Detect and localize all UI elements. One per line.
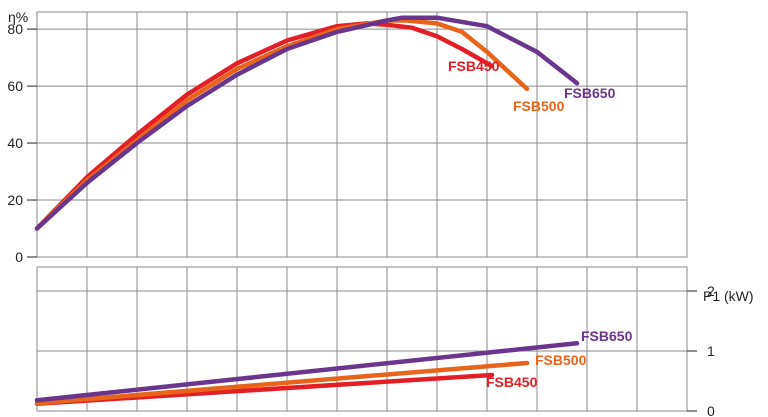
efficiency-label-fsb500: FSB500 (513, 98, 565, 114)
power-label-fsb450: FSB450 (486, 374, 538, 390)
power-series (34, 340, 580, 407)
efficiency-tick-label: 40 (7, 135, 23, 151)
efficiency-line-fsb450 (34, 21, 495, 231)
efficiency-label-fsb450: FSB450 (448, 58, 500, 74)
power-tick-label: 1 (707, 343, 715, 359)
power-line-fsb650 (34, 340, 580, 403)
efficiency-tick-label: 0 (15, 249, 23, 265)
power-axis-label: P1 (kW) (703, 288, 754, 304)
efficiency-tick-label: 80 (7, 21, 23, 37)
power-tick-label: 0 (707, 403, 715, 417)
efficiency-label-fsb650: FSB650 (564, 85, 616, 101)
efficiency-tick-label: 60 (7, 78, 23, 94)
efficiency-axis-label: η% (8, 9, 28, 25)
efficiency-tick-labels: 0 20 40 60 80 (7, 21, 37, 265)
power-label-fsb650: FSB650 (581, 328, 633, 344)
power-tick-label: 2 (707, 283, 715, 299)
efficiency-line-fsb500 (34, 18, 530, 231)
efficiency-line-fsb650 (34, 15, 580, 231)
power-label-fsb500: FSB500 (535, 352, 587, 368)
power-tick-labels: 0 1 2 (687, 283, 715, 417)
efficiency-tick-label: 20 (7, 192, 23, 208)
power-line-fsb500 (34, 360, 530, 406)
efficiency-series (34, 15, 580, 231)
